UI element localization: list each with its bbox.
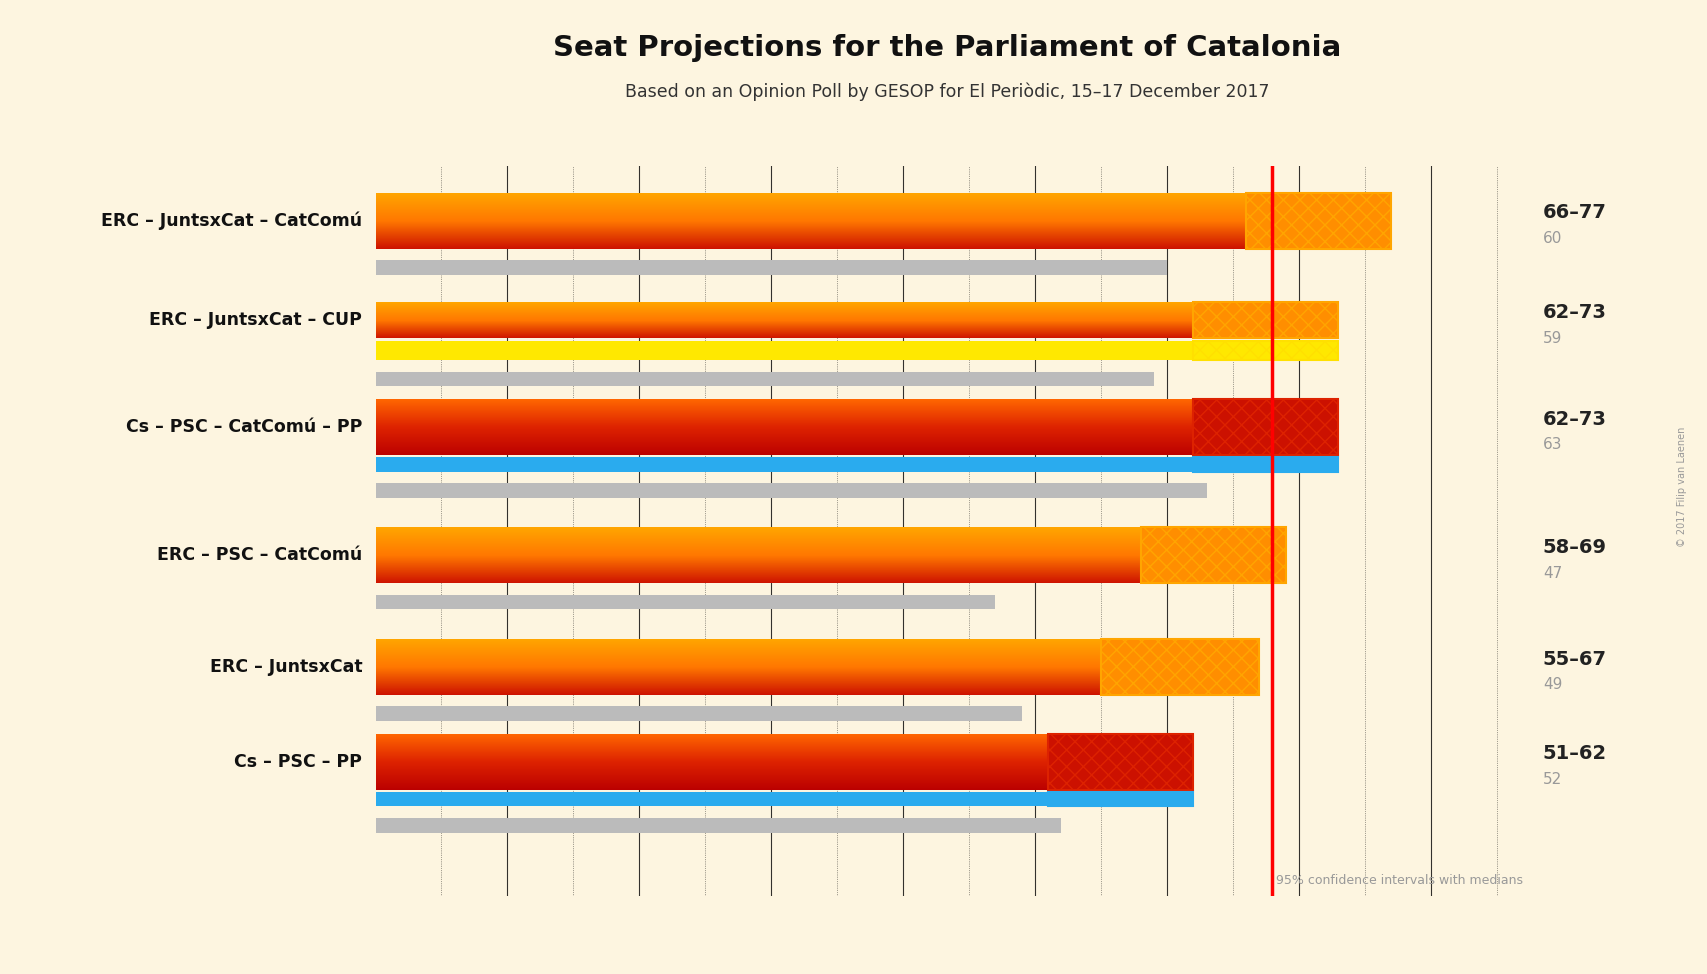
Bar — [1101, 639, 1260, 694]
Bar — [1193, 457, 1338, 471]
Bar — [1193, 399, 1338, 455]
Text: ERC – JuntsxCat – CatComú: ERC – JuntsxCat – CatComú — [101, 211, 362, 230]
Bar — [1048, 733, 1193, 790]
Bar — [1246, 193, 1391, 248]
Text: 55–67: 55–67 — [1543, 650, 1606, 668]
Text: 47: 47 — [1543, 566, 1562, 581]
Bar — [1101, 639, 1260, 694]
Text: Cs – PSC – CatComú – PP: Cs – PSC – CatComú – PP — [126, 418, 362, 436]
Bar — [1048, 792, 1193, 806]
Bar — [1140, 528, 1285, 583]
Text: 66–77: 66–77 — [1543, 204, 1606, 222]
Bar — [1048, 733, 1193, 790]
Text: 62–73: 62–73 — [1543, 410, 1606, 429]
Bar — [1048, 733, 1193, 790]
Bar — [376, 818, 1062, 833]
Text: 58–69: 58–69 — [1543, 538, 1606, 557]
Bar — [1193, 302, 1338, 338]
Text: 62–73: 62–73 — [1543, 303, 1606, 322]
Text: 52: 52 — [1543, 772, 1562, 787]
Text: Based on an Opinion Poll by GESOP for El Periòdic, 15–17 December 2017: Based on an Opinion Poll by GESOP for El… — [625, 83, 1270, 101]
Text: 51–62: 51–62 — [1543, 744, 1606, 764]
Bar — [1193, 457, 1338, 471]
Bar — [1193, 341, 1338, 360]
Bar — [1193, 399, 1338, 455]
Bar — [376, 595, 995, 610]
Bar — [1193, 457, 1338, 471]
Bar — [376, 260, 1168, 275]
Bar — [376, 706, 1022, 721]
Text: 49: 49 — [1543, 677, 1562, 693]
Text: ERC – JuntsxCat – CUP: ERC – JuntsxCat – CUP — [150, 312, 362, 329]
Bar — [1193, 302, 1338, 338]
Bar — [1246, 193, 1391, 248]
Text: ERC – PSC – CatComú: ERC – PSC – CatComú — [157, 546, 362, 564]
Text: 59: 59 — [1543, 330, 1562, 346]
Bar — [1193, 399, 1338, 455]
Text: 95% confidence intervals with medians: 95% confidence intervals with medians — [1277, 874, 1523, 887]
Bar — [1101, 639, 1260, 694]
Text: Seat Projections for the Parliament of Catalonia: Seat Projections for the Parliament of C… — [553, 34, 1342, 62]
Bar — [1193, 302, 1338, 338]
Bar — [376, 483, 1207, 498]
Text: 60: 60 — [1543, 231, 1562, 246]
Text: 63: 63 — [1543, 437, 1562, 453]
Bar — [1048, 792, 1193, 806]
Bar — [1140, 528, 1285, 583]
Bar — [1193, 341, 1338, 360]
Text: ERC – JuntsxCat: ERC – JuntsxCat — [210, 657, 362, 676]
Bar — [376, 372, 1154, 387]
Bar — [1193, 341, 1338, 360]
Text: Cs – PSC – PP: Cs – PSC – PP — [234, 753, 362, 770]
Bar — [1246, 193, 1391, 248]
Bar — [1048, 792, 1193, 806]
Text: © 2017 Filip van Laenen: © 2017 Filip van Laenen — [1676, 427, 1687, 547]
Bar — [1140, 528, 1285, 583]
